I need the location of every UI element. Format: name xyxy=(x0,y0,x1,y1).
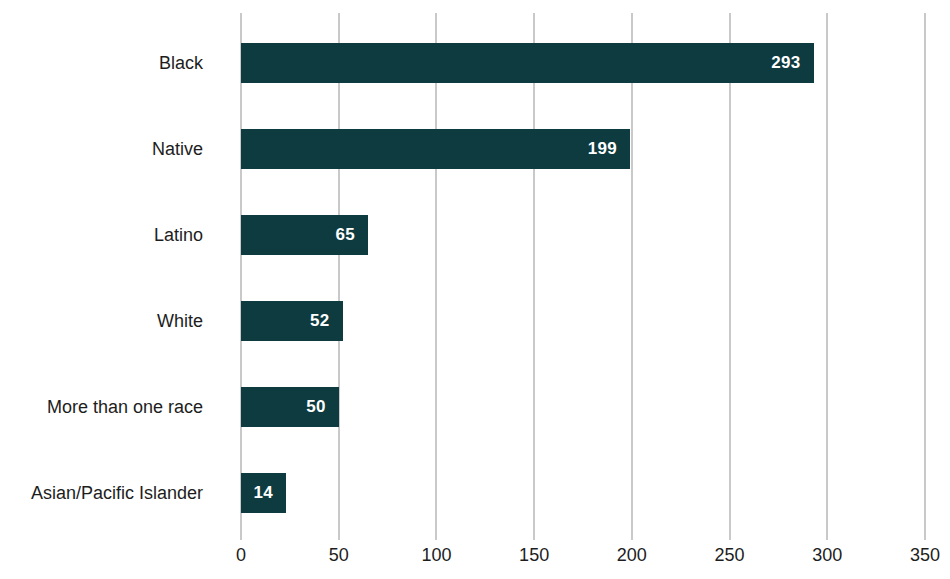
category-label-latino: Latino xyxy=(0,215,203,255)
category-label-native: Native xyxy=(0,129,203,169)
x-tick-label: 300 xyxy=(812,545,842,566)
x-tick-label: 150 xyxy=(519,545,549,566)
x-tick-label: 50 xyxy=(329,545,349,566)
x-tick-label: 250 xyxy=(715,545,745,566)
bar-value-label: 293 xyxy=(771,53,800,73)
bar-latino: 65 xyxy=(241,215,368,255)
bar-value-label: 199 xyxy=(588,139,617,159)
bar-value-label: 50 xyxy=(306,397,326,417)
category-label-black: Black xyxy=(0,43,203,83)
bar-asian-pacific-islander: 14 xyxy=(241,473,286,513)
x-tick-label: 350 xyxy=(910,545,940,566)
bar-black: 293 xyxy=(241,43,814,83)
bar-value-label: 14 xyxy=(253,483,273,503)
category-label-asian-pacific-islander: Asian/Pacific Islander xyxy=(0,473,203,513)
bar-series: 293 199 65 52 50 14 xyxy=(241,13,925,540)
category-label-more-than-one-race: More than one race xyxy=(0,387,203,427)
x-tick-label: 100 xyxy=(421,545,451,566)
category-label-white: White xyxy=(0,301,203,341)
x-tick-label: 200 xyxy=(617,545,647,566)
bar-white: 52 xyxy=(241,301,343,341)
bar-native: 199 xyxy=(241,129,630,169)
bar-value-label: 52 xyxy=(310,311,330,331)
bar-value-label: 65 xyxy=(336,225,356,245)
x-tick-label: 0 xyxy=(236,545,246,566)
bar-more-than-one-race: 50 xyxy=(241,387,339,427)
horizontal-bar-chart: Black Native Latino White More than one … xyxy=(0,0,950,579)
category-labels: Black Native Latino White More than one … xyxy=(0,13,241,540)
x-axis: 050100150200250300350 xyxy=(241,545,925,571)
plot-area: 293 199 65 52 50 14 xyxy=(241,13,925,540)
